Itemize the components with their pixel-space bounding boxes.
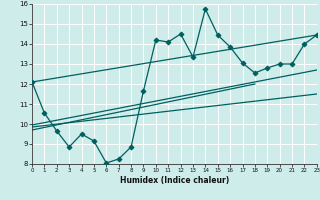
Point bbox=[190, 55, 196, 59]
Point bbox=[67, 145, 72, 149]
Point bbox=[91, 139, 96, 143]
Point bbox=[215, 33, 220, 37]
Point bbox=[129, 145, 134, 149]
Point bbox=[290, 62, 295, 66]
Point bbox=[42, 111, 47, 115]
Point bbox=[178, 32, 183, 36]
Point bbox=[228, 45, 233, 49]
X-axis label: Humidex (Indice chaleur): Humidex (Indice chaleur) bbox=[120, 176, 229, 185]
Point bbox=[203, 7, 208, 11]
Point bbox=[166, 40, 171, 44]
Point bbox=[240, 61, 245, 65]
Point bbox=[104, 161, 109, 165]
Point bbox=[302, 42, 307, 46]
Point bbox=[252, 71, 258, 75]
Point bbox=[79, 132, 84, 136]
Point bbox=[314, 33, 319, 37]
Point bbox=[141, 89, 146, 93]
Point bbox=[116, 157, 121, 161]
Point bbox=[265, 66, 270, 70]
Point bbox=[54, 129, 59, 133]
Point bbox=[153, 38, 158, 42]
Point bbox=[29, 80, 35, 84]
Point bbox=[277, 62, 282, 66]
